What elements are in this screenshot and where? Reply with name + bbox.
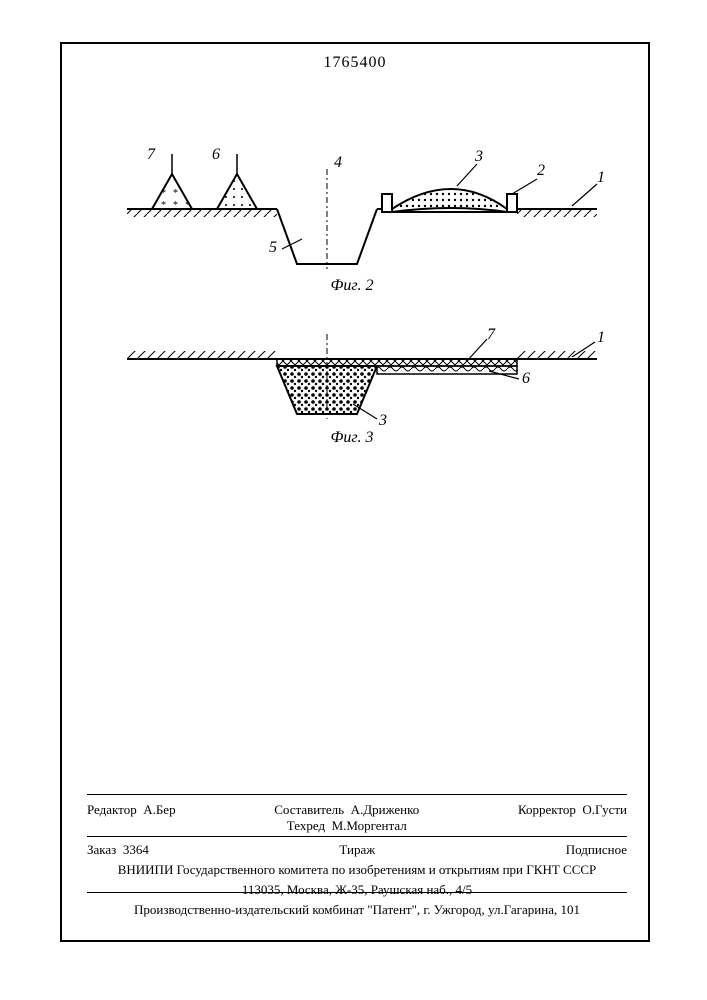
order-row: Заказ 3364 Тираж Подписное: [87, 842, 627, 858]
publisher-line: Производственно-издательский комбинат "П…: [87, 902, 627, 918]
page-frame: 1765400 *: [60, 42, 650, 942]
fig2-label-2: 2: [537, 162, 545, 180]
footer-order: Заказ 3364 Тираж Подписное ВНИИПИ Госуда…: [87, 840, 627, 898]
fig3-label-6: 6: [522, 370, 530, 388]
podpisnoe: Подписное: [566, 842, 627, 858]
tirazh: Тираж: [339, 842, 375, 858]
fig3-label-7: 7: [487, 326, 495, 344]
fig2-label-6: 6: [212, 146, 220, 164]
footer-rule-2: [87, 836, 627, 837]
figure-3: [87, 309, 617, 439]
org-line-2: 113035, Москва, Ж-35, Раушская наб., 4/5: [87, 882, 627, 898]
fig2-label-5: 5: [269, 239, 277, 257]
fig3-label-1: 1: [597, 329, 605, 347]
footer-rule-3: [87, 892, 627, 893]
fig3-caption: Фиг. 3: [87, 429, 617, 447]
fig2-label-4: 4: [334, 154, 342, 172]
zakaz: Заказ 3364: [87, 842, 149, 858]
figure-2: *: [87, 114, 617, 279]
footer-credits: Редактор А.Бер Составитель А.Дриженко Те…: [87, 800, 627, 836]
fig3-label-3: 3: [379, 412, 387, 430]
org-line-1: ВНИИПИ Государственного комитета по изоб…: [87, 862, 627, 878]
compiler-techred: Составитель А.Дриженко Техред М.Моргента…: [274, 802, 419, 834]
diagrams: *: [87, 114, 617, 434]
credits-row: Редактор А.Бер Составитель А.Дриженко Те…: [87, 802, 627, 834]
fig2-label-1: 1: [597, 169, 605, 187]
fig2-label-3: 3: [475, 148, 483, 166]
patent-number: 1765400: [62, 54, 648, 72]
footer-rule-1: [87, 794, 627, 795]
fig2-caption: Фиг. 2: [87, 277, 617, 295]
editor: Редактор А.Бер: [87, 802, 176, 834]
corrector: Корректор О.Густи: [518, 802, 627, 834]
fig2-label-7: 7: [147, 146, 155, 164]
